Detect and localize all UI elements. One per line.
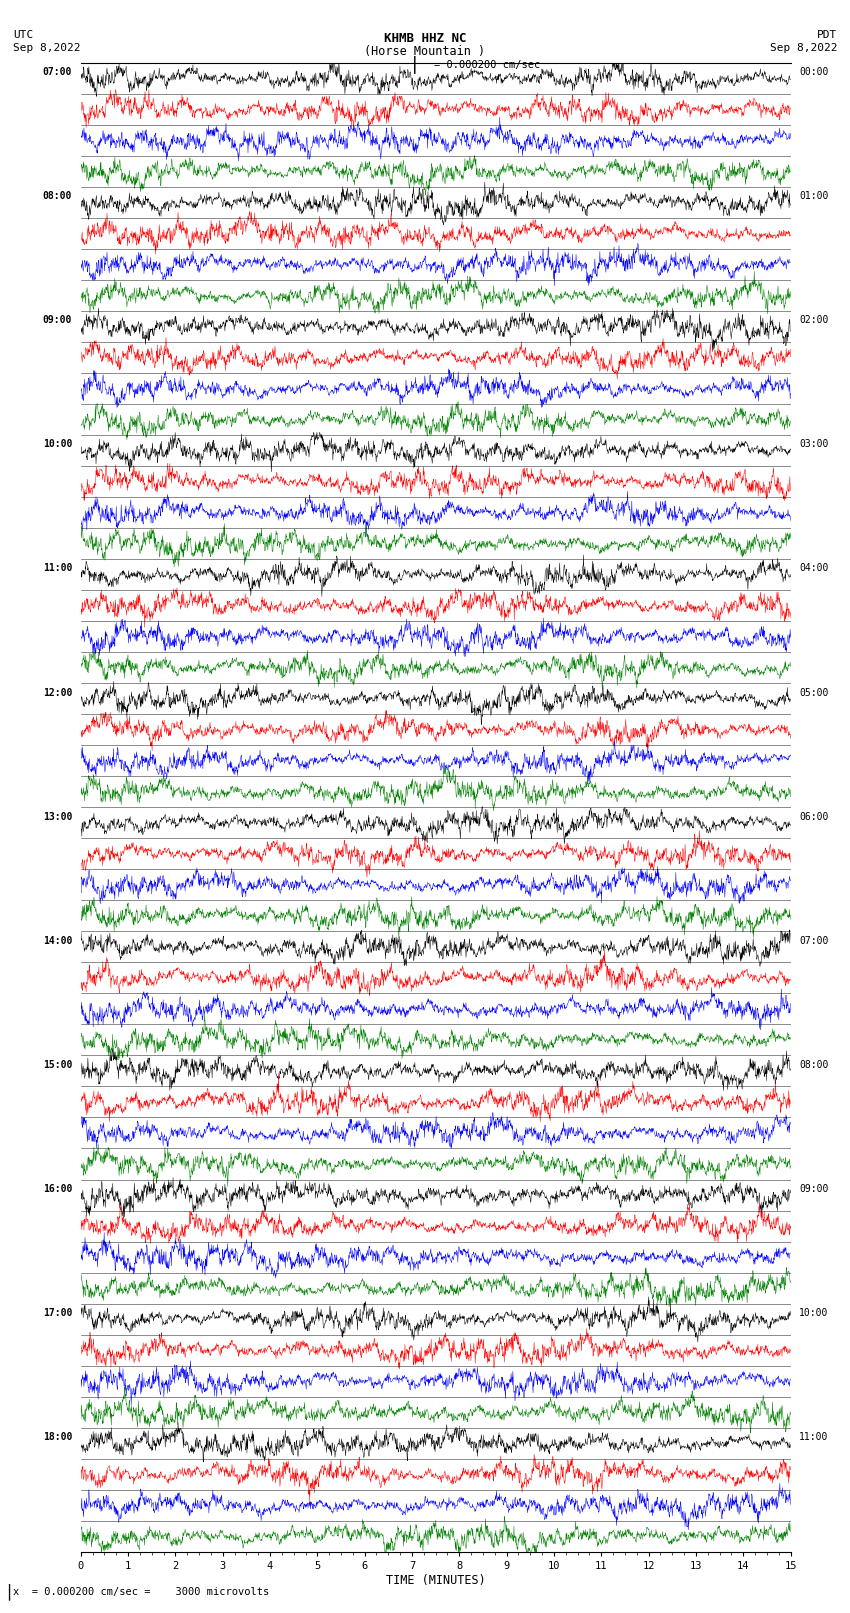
Text: 15:00: 15:00: [42, 1060, 72, 1069]
Text: x  = 0.000200 cm/sec =    3000 microvolts: x = 0.000200 cm/sec = 3000 microvolts: [13, 1587, 269, 1597]
Text: 13:00: 13:00: [42, 811, 72, 821]
Text: 04:00: 04:00: [799, 563, 829, 574]
Text: 06:00: 06:00: [799, 811, 829, 821]
Text: 17:00: 17:00: [42, 1308, 72, 1318]
Text: 16:00: 16:00: [42, 1184, 72, 1194]
Text: 08:00: 08:00: [799, 1060, 829, 1069]
Text: UTC: UTC: [13, 31, 33, 40]
Text: 05:00: 05:00: [799, 687, 829, 697]
Text: 08:00: 08:00: [42, 192, 72, 202]
Text: 02:00: 02:00: [799, 316, 829, 326]
Text: = 0.000200 cm/sec: = 0.000200 cm/sec: [434, 60, 540, 69]
Text: 01:00: 01:00: [799, 192, 829, 202]
Text: 09:00: 09:00: [42, 316, 72, 326]
Text: 09:00: 09:00: [799, 1184, 829, 1194]
Text: 11:00: 11:00: [42, 563, 72, 574]
Text: 11:00: 11:00: [799, 1432, 829, 1442]
Text: KHMB HHZ NC: KHMB HHZ NC: [383, 32, 467, 45]
Text: (Horse Mountain ): (Horse Mountain ): [365, 45, 485, 58]
Text: ⎢: ⎢: [412, 55, 421, 74]
Text: 00:00: 00:00: [799, 68, 829, 77]
Text: PDT: PDT: [817, 31, 837, 40]
Text: Sep 8,2022: Sep 8,2022: [13, 44, 80, 53]
Text: 03:00: 03:00: [799, 439, 829, 450]
X-axis label: TIME (MINUTES): TIME (MINUTES): [386, 1574, 485, 1587]
Text: 14:00: 14:00: [42, 936, 72, 945]
Text: 10:00: 10:00: [42, 439, 72, 450]
Text: Sep 8,2022: Sep 8,2022: [770, 44, 837, 53]
Text: 18:00: 18:00: [42, 1432, 72, 1442]
Text: ⎢: ⎢: [6, 1584, 14, 1600]
Text: 12:00: 12:00: [42, 687, 72, 697]
Text: 10:00: 10:00: [799, 1308, 829, 1318]
Text: 07:00: 07:00: [799, 936, 829, 945]
Text: 07:00: 07:00: [42, 68, 72, 77]
